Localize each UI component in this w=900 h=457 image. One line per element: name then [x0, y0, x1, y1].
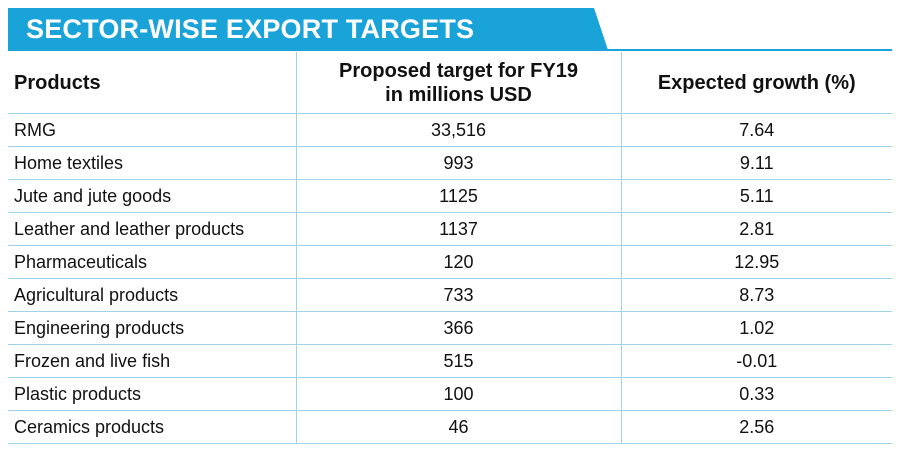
column-header-growth: Expected growth (%): [620, 52, 892, 114]
table-row: Home textiles 993 9.11: [8, 146, 892, 180]
target-cell: 100: [295, 377, 621, 411]
header-row: Products Proposed target for FY19 in mil…: [8, 52, 892, 114]
product-cell: Leather and leather products: [8, 212, 296, 246]
column-header-target-line1: Proposed target for FY19: [339, 59, 578, 82]
banner-shape: [8, 8, 608, 50]
target-cell: 46: [295, 410, 621, 444]
product-cell: Engineering products: [8, 311, 296, 345]
growth-cell: 2.56: [620, 410, 892, 444]
target-cell: 1125: [295, 179, 621, 213]
growth-cell: 5.11: [620, 179, 892, 213]
product-cell: Ceramics products: [8, 410, 296, 444]
table-row: Pharmaceuticals 120 12.95: [8, 245, 892, 279]
target-cell: 33,516: [295, 113, 621, 147]
export-targets-table: Products Proposed target for FY19 in mil…: [8, 52, 892, 444]
target-cell: 366: [295, 311, 621, 345]
table-row: Ceramics products 46 2.56: [8, 410, 892, 444]
product-cell: Plastic products: [8, 377, 296, 411]
growth-cell: 12.95: [620, 245, 892, 279]
product-cell: RMG: [8, 113, 296, 147]
table-row: Frozen and live fish 515 -0.01: [8, 344, 892, 378]
table-row: Plastic products 100 0.33: [8, 377, 892, 411]
product-cell: Pharmaceuticals: [8, 245, 296, 279]
product-cell: Agricultural products: [8, 278, 296, 312]
banner-rule: [8, 49, 892, 51]
product-cell: Frozen and live fish: [8, 344, 296, 378]
table-row: Engineering products 366 1.02: [8, 311, 892, 345]
growth-cell: 9.11: [620, 146, 892, 180]
chart-title: SECTOR-WISE EXPORT TARGETS: [26, 14, 475, 44]
product-cell: Jute and jute goods: [8, 179, 296, 213]
column-header-target: Proposed target for FY19 in millions USD: [295, 52, 621, 114]
growth-cell: 1.02: [620, 311, 892, 345]
column-header-target-line2: in millions USD: [385, 83, 532, 106]
growth-cell: 7.64: [620, 113, 892, 147]
table-row: Leather and leather products 1137 2.81: [8, 212, 892, 246]
title-banner: SECTOR-WISE EXPORT TARGETS: [8, 8, 608, 50]
table-row: Jute and jute goods 1125 5.11: [8, 179, 892, 213]
table-body: RMG 33,516 7.64 Home textiles 993 9.11 Jute an…: [8, 113, 892, 444]
growth-cell: 0.33: [620, 377, 892, 411]
table-row: RMG 33,516 7.64: [8, 113, 892, 147]
target-cell: 733: [295, 278, 621, 312]
table-row: Agricultural products 733 8.73: [8, 278, 892, 312]
growth-cell: 2.81: [620, 212, 892, 246]
target-cell: 515: [295, 344, 621, 378]
column-header-products: Products: [8, 52, 296, 114]
target-cell: 120: [295, 245, 621, 279]
growth-cell: -0.01: [620, 344, 892, 378]
product-cell: Home textiles: [8, 146, 296, 180]
target-cell: 1137: [295, 212, 621, 246]
growth-cell: 8.73: [620, 278, 892, 312]
target-cell: 993: [295, 146, 621, 180]
